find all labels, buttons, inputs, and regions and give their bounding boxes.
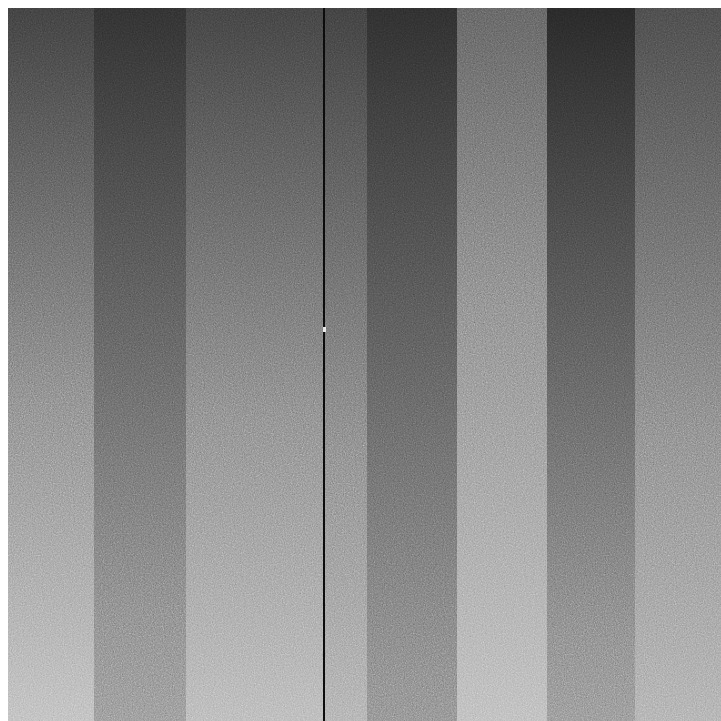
band-4 — [325, 8, 367, 721]
band-7 — [547, 8, 635, 721]
band-8 — [635, 8, 721, 721]
band-2 — [94, 8, 186, 721]
band-3 — [186, 8, 323, 721]
noisy-image — [8, 8, 721, 721]
vertical-dark-line — [323, 8, 325, 721]
band-6 — [457, 8, 547, 721]
band-1 — [8, 8, 94, 721]
band-5 — [367, 8, 457, 721]
bright-pixel-mark — [323, 327, 326, 332]
